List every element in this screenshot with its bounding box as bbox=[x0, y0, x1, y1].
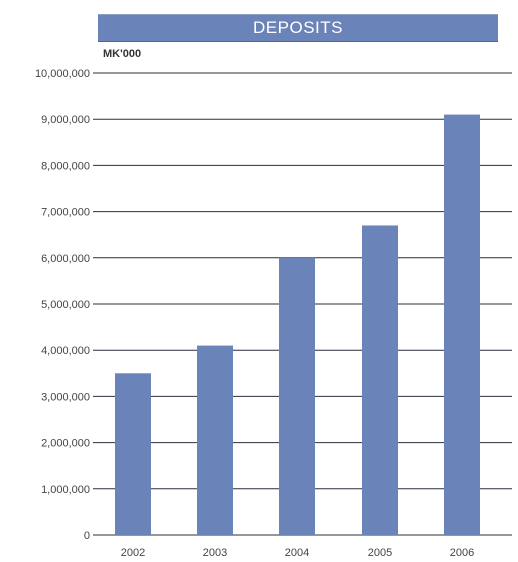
unit-label: MK'000 bbox=[103, 48, 142, 60]
y-tick-label: 9,000,000 bbox=[41, 114, 90, 126]
x-tick-label: 2005 bbox=[368, 547, 392, 559]
y-tick-label: 3,000,000 bbox=[41, 391, 90, 403]
bar-2006 bbox=[444, 114, 480, 535]
x-tick-label: 2004 bbox=[285, 547, 309, 559]
y-tick-label: 2,000,000 bbox=[41, 438, 90, 450]
x-tick-label: 2003 bbox=[203, 547, 227, 559]
bar-2004 bbox=[279, 257, 315, 535]
x-tick-label: 2006 bbox=[450, 547, 474, 559]
y-tick-label: 5,000,000 bbox=[41, 299, 90, 311]
y-tick-label: 10,000,000 bbox=[35, 68, 90, 80]
y-tick-label: 6,000,000 bbox=[41, 253, 90, 265]
bar-2005 bbox=[362, 225, 398, 535]
chart-title: DEPOSITS bbox=[253, 18, 343, 37]
y-tick-label: 7,000,000 bbox=[41, 207, 90, 219]
y-tick-label: 4,000,000 bbox=[41, 345, 90, 357]
y-tick-label: 1,000,000 bbox=[41, 484, 90, 496]
bar-2002 bbox=[115, 373, 151, 535]
y-tick-label: 8,000,000 bbox=[41, 160, 90, 172]
y-tick-label: 0 bbox=[84, 530, 90, 542]
chart-title-bar: DEPOSITS bbox=[98, 14, 498, 42]
bar-2003 bbox=[197, 345, 233, 535]
x-tick-label: 2002 bbox=[121, 547, 145, 559]
